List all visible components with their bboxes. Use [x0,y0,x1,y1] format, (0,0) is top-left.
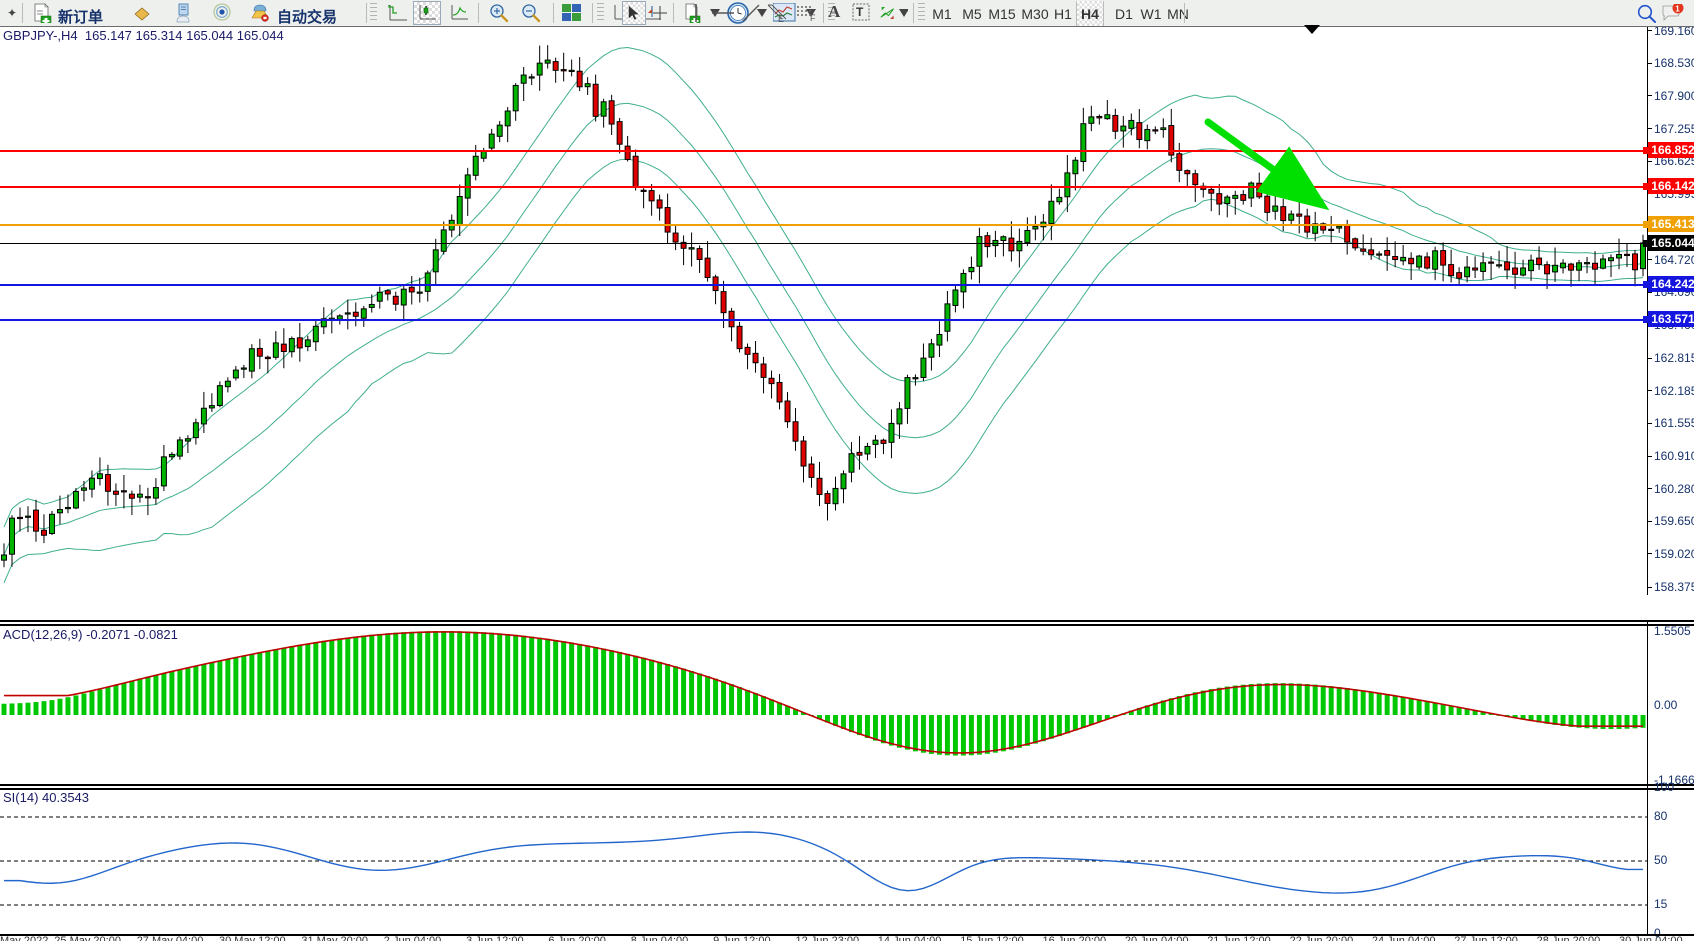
svg-text:E: E [778,14,784,23]
svg-text:1: 1 [1675,4,1680,13]
svg-text:T: T [856,5,864,19]
svg-text:✦: ✦ [7,7,17,19]
